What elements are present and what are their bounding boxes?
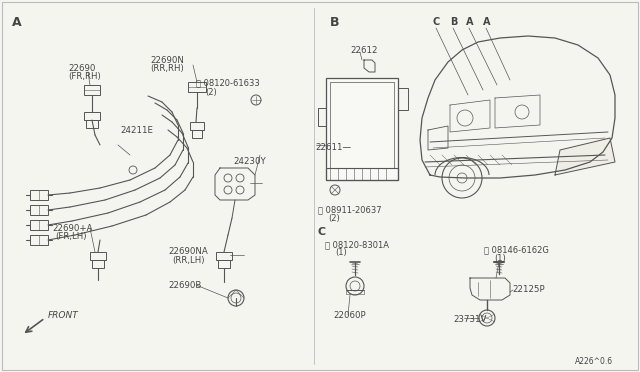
Bar xyxy=(188,82,206,92)
Text: Ⓑ 08120-61633: Ⓑ 08120-61633 xyxy=(196,78,260,87)
Bar xyxy=(218,260,230,268)
Text: 22690+A: 22690+A xyxy=(52,224,93,232)
Bar xyxy=(398,88,408,110)
Text: C: C xyxy=(433,17,440,27)
Bar xyxy=(92,260,104,268)
Bar xyxy=(326,78,398,180)
Bar xyxy=(318,108,326,126)
Text: 22690: 22690 xyxy=(68,64,95,73)
Bar xyxy=(84,85,100,95)
Text: 24230Y: 24230Y xyxy=(233,157,266,166)
Bar xyxy=(190,122,204,130)
Bar xyxy=(30,235,48,245)
Text: (RR,RH): (RR,RH) xyxy=(150,64,184,73)
Text: B: B xyxy=(330,16,339,29)
Text: (FR,LH): (FR,LH) xyxy=(55,231,86,241)
Text: (1): (1) xyxy=(335,248,347,257)
Bar xyxy=(86,120,98,128)
Text: (RR,LH): (RR,LH) xyxy=(172,256,205,264)
Text: 23731V: 23731V xyxy=(453,315,486,324)
Text: 22690N: 22690N xyxy=(150,55,184,64)
Text: 22125P: 22125P xyxy=(512,285,545,295)
Bar xyxy=(30,205,48,215)
Text: 22612: 22612 xyxy=(350,45,378,55)
Text: 22690NA: 22690NA xyxy=(168,247,208,257)
Bar xyxy=(30,220,48,230)
Text: Ⓑ 08120-8301A: Ⓑ 08120-8301A xyxy=(325,241,389,250)
Text: A: A xyxy=(466,17,474,27)
Bar xyxy=(326,168,398,180)
Text: Ⓑ 08146-6162G: Ⓑ 08146-6162G xyxy=(484,246,549,254)
Bar xyxy=(90,252,106,260)
Text: (1): (1) xyxy=(494,253,506,263)
Text: B: B xyxy=(450,17,458,27)
Text: 22611—: 22611— xyxy=(315,142,351,151)
Bar xyxy=(330,82,394,168)
Text: (2): (2) xyxy=(328,214,340,222)
Text: 22690B: 22690B xyxy=(168,280,202,289)
Text: A226^0.6: A226^0.6 xyxy=(575,357,613,366)
Text: A: A xyxy=(12,16,22,29)
Text: A: A xyxy=(483,17,490,27)
Polygon shape xyxy=(555,138,615,175)
Text: (FR,RH): (FR,RH) xyxy=(68,71,100,80)
Text: Ⓝ 08911-20637: Ⓝ 08911-20637 xyxy=(318,205,381,215)
Text: (2): (2) xyxy=(205,87,217,96)
Bar xyxy=(30,190,48,200)
Bar xyxy=(216,252,232,260)
Text: 24211E: 24211E xyxy=(120,125,153,135)
Text: 22060P: 22060P xyxy=(333,311,365,320)
Text: FRONT: FRONT xyxy=(48,311,79,321)
Text: C: C xyxy=(318,227,326,237)
Bar xyxy=(192,130,202,138)
Bar xyxy=(84,112,100,120)
